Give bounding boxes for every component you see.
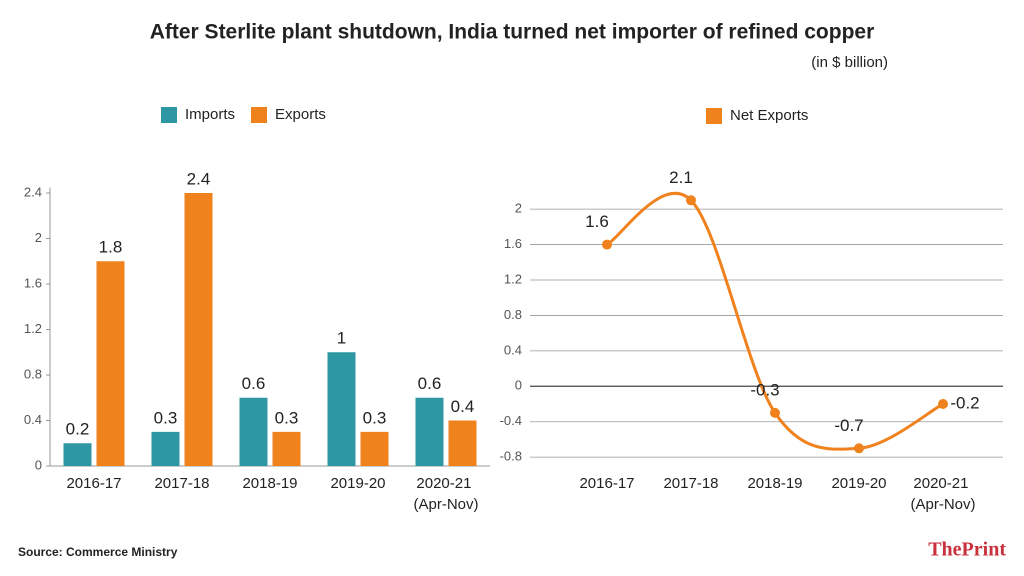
value-label: -0.3 [750,380,779,399]
x-tick-label: 2018-19 [242,475,297,492]
y-tick-label: 1.2 [504,271,522,286]
y-tick-label: 1.6 [504,236,522,251]
y-tick-label: 2.4 [24,184,42,199]
x-tick-label: 2019-20 [330,475,385,492]
value-label: -0.7 [834,416,863,435]
value-label: 2.1 [669,168,693,187]
y-tick-label: 2 [35,230,42,245]
y-tick-label: 0.8 [24,366,42,381]
x-tick-label: 2018-19 [747,475,802,492]
legend-label: Imports [185,106,235,123]
line [606,191,944,451]
bar [239,397,268,466]
value-label: 0.3 [275,408,299,427]
value-label: 2.4 [187,169,211,188]
source: Source: Commerce Ministry [18,545,178,559]
y-tick-label: 0.4 [24,412,42,427]
y-tick-label: 0 [35,457,42,472]
x-tick-label: 2019-20 [831,475,886,492]
legend-label: Exports [275,106,326,123]
y-tick-label: 0.4 [504,342,522,357]
y-tick-label: 0 [515,378,522,393]
x-tick-label: 2020-21 (Apr-Nov) [910,475,975,513]
y-tick-label: 1.6 [24,275,42,290]
bar [415,397,444,466]
value-label: 0.4 [451,397,475,416]
value-label: 1.8 [99,238,123,257]
point [854,443,864,454]
legend-swatch [706,108,722,124]
x-tick-label: 2017-18 [154,475,209,492]
y-tick-label: 2 [515,201,522,216]
value-label: 1 [337,329,346,348]
point [938,399,948,409]
point [770,407,780,418]
value-label: 0.3 [363,408,387,427]
legend-swatch [161,107,177,123]
legend-label: Net Exports [730,107,808,124]
bar [327,352,356,466]
value-label: 0.3 [154,408,178,427]
brand: ThePrint [928,539,1006,561]
value-label: -0.2 [950,393,979,412]
bar [448,420,477,466]
x-tick-label: 2016-17 [579,475,634,492]
value-label: 1.6 [585,212,609,231]
x-tick-label: 2017-18 [663,475,718,492]
bar [184,193,213,466]
point [686,195,696,206]
value-label: 0.2 [66,420,90,439]
legend-swatch [251,107,268,123]
bar [63,443,92,466]
y-tick-label: -0.4 [500,413,522,428]
x-tick-label: 2016-17 [66,475,121,492]
value-label: 0.6 [242,374,266,393]
y-tick-label: 1.2 [24,321,42,336]
x-tick-label: 2020-21 (Apr-Nov) [413,475,478,513]
bar [360,431,389,466]
bar [272,431,301,466]
y-tick-label: 0.8 [504,307,522,322]
title: After Sterlite plant shutdown, India tur… [150,21,875,44]
y-tick-label: -0.8 [500,449,522,464]
unit: (in $ billion) [811,54,888,71]
value-label: 0.6 [418,374,442,393]
point [602,239,612,250]
bar [96,261,125,466]
bar [151,431,180,466]
